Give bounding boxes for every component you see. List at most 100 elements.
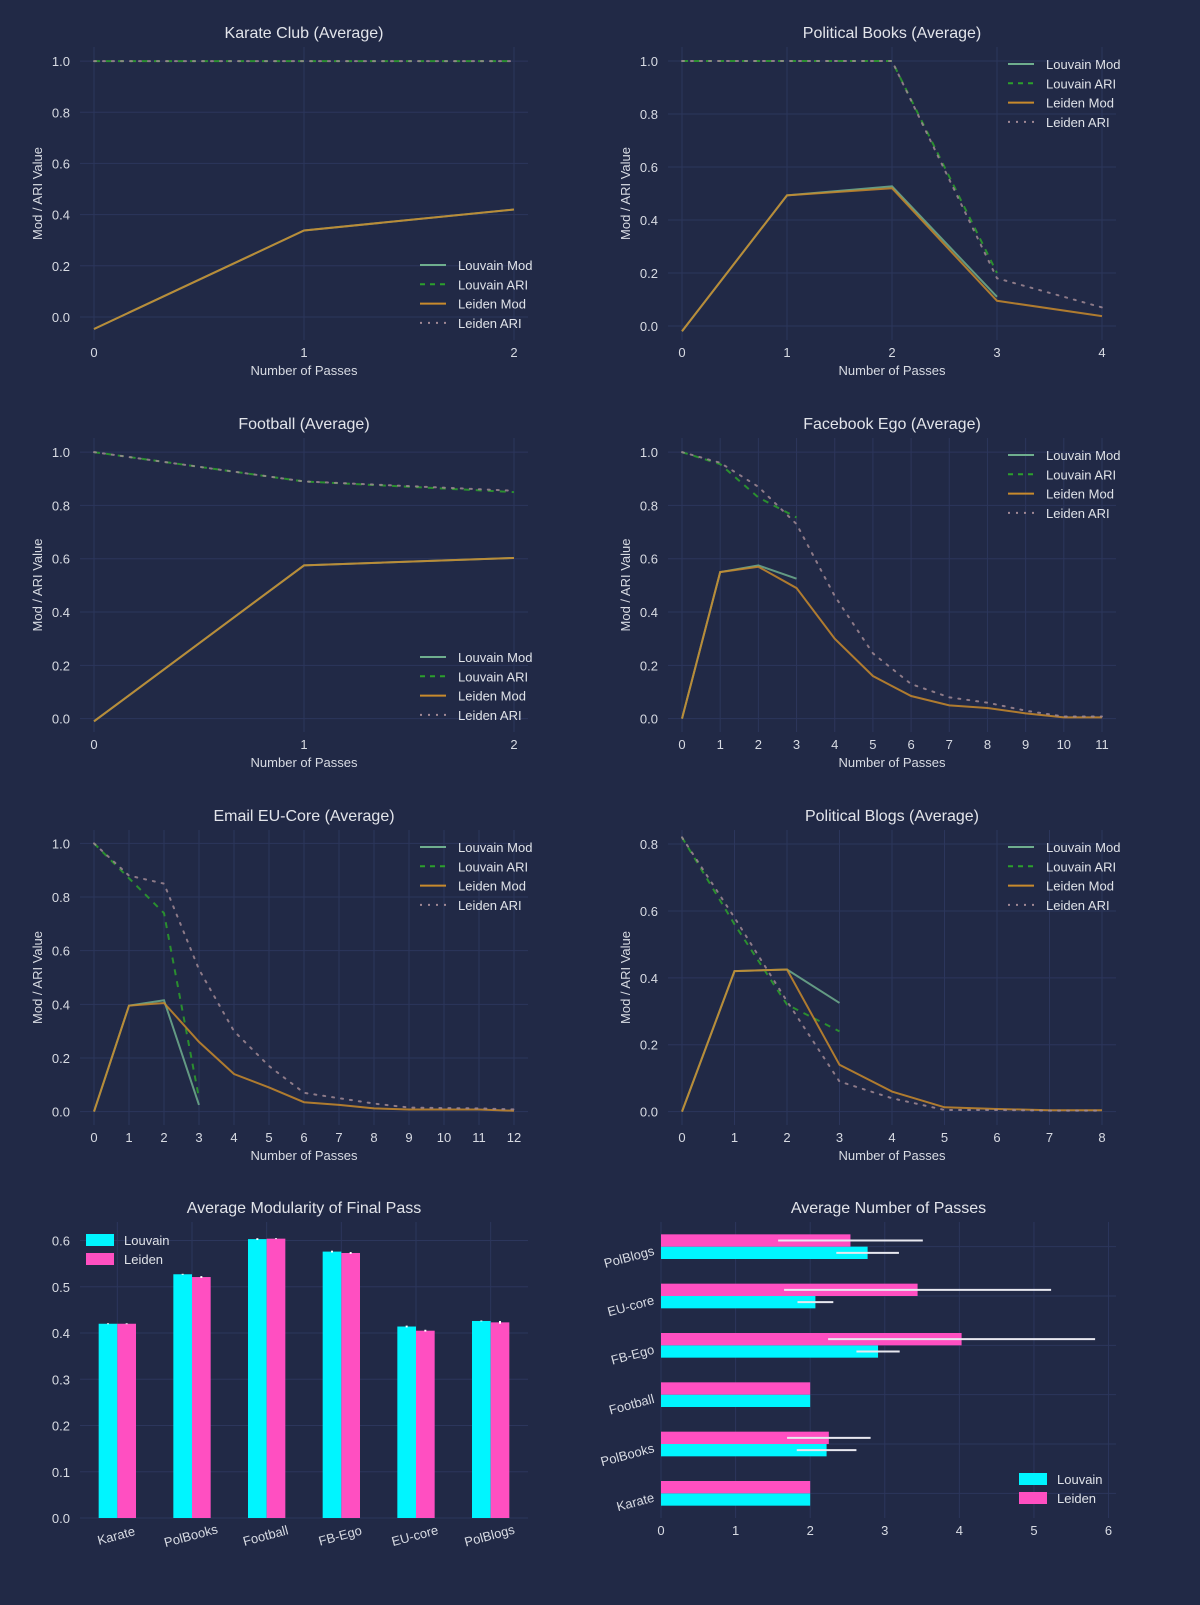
x-tick-label: 9 xyxy=(1022,737,1029,752)
x-tick-label: 6 xyxy=(300,1130,307,1145)
y-tick-label: 0.3 xyxy=(52,1372,70,1387)
x-tick-label: 0 xyxy=(678,1130,685,1145)
y-tick-label: 0.2 xyxy=(52,1419,70,1434)
legend-label: Leiden Mod xyxy=(458,879,526,894)
x-tick-label: 9 xyxy=(405,1130,412,1145)
chart-0: Karate Club (Average) 0 1 2 0.0 0.2 0.4 0.6 0.8 1… xyxy=(30,25,532,378)
bar-leiden xyxy=(192,1277,211,1518)
legend-label: Leiden xyxy=(1057,1491,1096,1506)
series-line-leiden-mod xyxy=(93,556,515,723)
legend-label: Louvain xyxy=(1057,1472,1103,1487)
chart-title: Football (Average) xyxy=(238,416,369,433)
bar-leiden xyxy=(490,1322,510,1518)
y-tick-label: 0.0 xyxy=(52,712,70,727)
bar-louvain xyxy=(661,1394,811,1407)
bar-leiden xyxy=(661,1481,811,1494)
y-tick-label: 0.0 xyxy=(52,310,70,325)
bar-louvain xyxy=(248,1239,267,1518)
y-tick-label: 0.8 xyxy=(52,890,70,905)
series-line-leiden-mod xyxy=(681,565,1102,719)
series-line-louvain-ari xyxy=(682,60,998,274)
legend-swatch xyxy=(86,1253,114,1265)
x-tick-label: 4 xyxy=(888,1130,895,1145)
legend-label: Louvain ARI xyxy=(458,859,528,874)
x-tick-label: 0 xyxy=(678,737,685,752)
x-tick-label: 7 xyxy=(946,737,953,752)
chart-title: Facebook Ego (Average) xyxy=(803,416,981,433)
x-tick-label: 3 xyxy=(195,1130,202,1145)
chart-5: Political Blogs (Average) 0 1 2 3 4 5 6 7 8 0.0 0.2… xyxy=(618,808,1120,1163)
legend-label: Louvain Mod xyxy=(458,650,532,665)
y-tick-label: 0.6 xyxy=(52,944,70,959)
x-tick-label: 3 xyxy=(836,1130,843,1145)
x-tick-label: 8 xyxy=(1098,1130,1105,1145)
series-line-leiden-mod xyxy=(93,208,515,330)
y-tick-label: 0.8 xyxy=(640,837,658,852)
y-axis-title: Mod / ARI Value xyxy=(30,147,45,240)
series-line-louvain-ari xyxy=(681,451,798,519)
x-tick-label: 1 xyxy=(717,737,724,752)
chart-3: Facebook Ego (Average) 0 1 2 3 4 5 6 7 8 9 10 11 0.0 0… xyxy=(618,416,1120,770)
x-tick-label: PolBlogs xyxy=(463,1522,517,1550)
y-axis-title: Mod / ARI Value xyxy=(618,931,633,1024)
y-tick-label: 0.0 xyxy=(640,712,658,727)
y-tick-label: 0.6 xyxy=(640,904,658,919)
y-tick-label: 0.2 xyxy=(52,658,70,673)
series-line-leiden-mod xyxy=(681,187,1103,332)
x-tick-label: 0 xyxy=(657,1523,664,1538)
x-axis-title: Number of Passes xyxy=(251,363,358,378)
y-tick-label: 0.6 xyxy=(52,1234,70,1249)
y-tick-label: 0.0 xyxy=(52,1105,70,1120)
legend-label: Leiden Mod xyxy=(458,689,526,704)
y-tick-label: 0.2 xyxy=(52,259,70,274)
y-tick-label: 0.4 xyxy=(640,971,658,986)
chart-title: Karate Club (Average) xyxy=(225,25,384,42)
y-tick-label: 1.0 xyxy=(640,54,658,69)
legend-label: Leiden xyxy=(124,1252,163,1267)
x-tick-label: Football xyxy=(241,1522,290,1548)
x-tick-label: 7 xyxy=(1046,1130,1053,1145)
x-tick-label: 2 xyxy=(807,1523,814,1538)
y-tick-label: 0.0 xyxy=(640,319,658,334)
x-tick-label: 10 xyxy=(1057,737,1071,752)
y-tick-label: 0.6 xyxy=(52,156,70,171)
x-tick-label: 1 xyxy=(125,1130,132,1145)
bar-leiden xyxy=(661,1431,829,1444)
series-line-leiden-ari xyxy=(681,451,1103,718)
y-tick-label: PolBlogs xyxy=(602,1243,656,1271)
legend-label: Louvain ARI xyxy=(1046,76,1116,91)
y-tick-label: 1.0 xyxy=(52,445,70,460)
x-tick-label: 2 xyxy=(783,1130,790,1145)
bar-leiden xyxy=(416,1330,435,1518)
x-tick-label: 4 xyxy=(230,1130,237,1145)
y-tick-label: 1.0 xyxy=(52,836,70,851)
bar-louvain xyxy=(661,1296,816,1309)
y-tick-label: 0.1 xyxy=(52,1465,70,1480)
series-line-louvain-mod xyxy=(681,185,998,332)
x-tick-label: EU-core xyxy=(390,1522,440,1549)
series-line-louvain-ari xyxy=(681,836,840,1033)
x-tick-label: 12 xyxy=(507,1130,521,1145)
y-tick-label: 1.0 xyxy=(640,445,658,460)
series-line-leiden-ari xyxy=(93,451,515,492)
legend-label: Louvain ARI xyxy=(1046,859,1116,874)
bar-leiden xyxy=(661,1382,811,1395)
y-axis-title: Mod / ARI Value xyxy=(618,147,633,240)
legend-label: Leiden ARI xyxy=(1046,115,1110,130)
series-line-leiden-ari xyxy=(681,60,1103,309)
bar-leiden xyxy=(661,1234,851,1247)
x-tick-label: 1 xyxy=(732,1523,739,1538)
x-tick-label: 2 xyxy=(160,1130,167,1145)
x-tick-label: 1 xyxy=(731,1130,738,1145)
y-tick-label: 0.8 xyxy=(640,107,658,122)
x-tick-label: 1 xyxy=(783,345,790,360)
y-tick-label: FB-Ego xyxy=(609,1342,655,1368)
y-tick-label: Karate xyxy=(615,1490,656,1514)
legend-label: Louvain Mod xyxy=(458,840,532,855)
chart-4: Email EU-Core (Average)0 1 2 3 4 5 6 7 8 9 10 11 120… xyxy=(30,808,532,1163)
y-tick-label: PolBooks xyxy=(599,1440,656,1469)
legend-label: Leiden Mod xyxy=(1046,879,1114,894)
chart-title: Average Number of Passes xyxy=(791,1200,986,1217)
legend-label: Leiden Mod xyxy=(1046,487,1114,502)
